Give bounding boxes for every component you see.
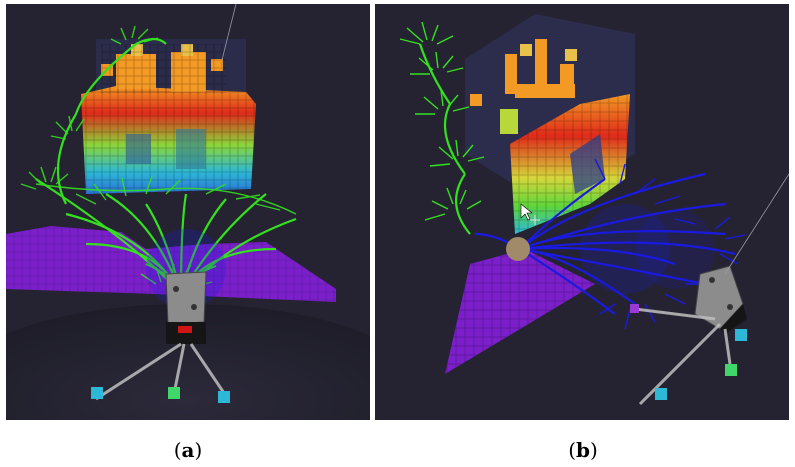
voxel-top: [470, 39, 577, 134]
wall-window: [570, 134, 605, 194]
caption-b: (b): [568, 438, 598, 462]
robot-arms: [634, 307, 732, 406]
scene-b: [375, 4, 789, 420]
rotor-markers: [91, 387, 230, 403]
panel-a-visualization: [6, 4, 370, 420]
robot-body: [165, 271, 207, 344]
move-cursor-icon: [530, 215, 540, 225]
waypoint-sphere: [506, 237, 530, 261]
robot-arms: [95, 342, 230, 401]
robot-body: [694, 265, 747, 334]
cursor-arrow-icon: [520, 203, 533, 221]
scene-a: [6, 4, 370, 420]
caption-a: (a): [173, 438, 203, 462]
panel-b-visualization: [375, 4, 789, 420]
trajectories-green: [418, 43, 471, 235]
rotor-markers: [630, 304, 747, 400]
trajectories-blue: [474, 172, 736, 315]
